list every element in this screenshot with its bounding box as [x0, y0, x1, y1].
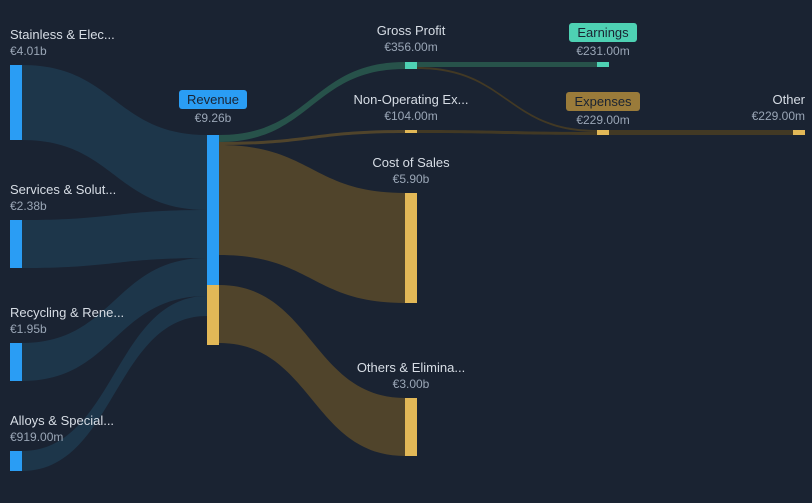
node-revenue[interactable] [207, 285, 219, 345]
label-stainless: Stainless & Elec... €4.01b [10, 27, 115, 58]
label-earnings-title: Earnings [569, 23, 636, 42]
flow-gross_profit-earnings [417, 62, 597, 67]
node-other[interactable] [793, 130, 805, 135]
label-nonop-title: Non-Operating Ex... [325, 92, 497, 107]
flow-revenue-nonop [219, 130, 405, 145]
label-alloys-value: €919.00m [10, 430, 114, 444]
label-nonop: Non-Operating Ex... €104.00m [325, 92, 497, 123]
flow-expenses-other [609, 130, 793, 135]
label-recycling-value: €1.95b [10, 322, 124, 336]
node-services[interactable] [10, 220, 22, 268]
label-revenue-title: Revenue [179, 90, 247, 109]
label-alloys-title: Alloys & Special... [10, 413, 114, 428]
label-expenses-title: Expenses [566, 92, 639, 111]
label-earnings: Earnings €231.00m [517, 23, 689, 58]
node-alloys[interactable] [10, 451, 22, 471]
label-stainless-value: €4.01b [10, 44, 115, 58]
node-others_elim[interactable] [405, 398, 417, 456]
label-nonop-value: €104.00m [325, 109, 497, 123]
label-revenue-value: €9.26b [127, 111, 299, 125]
label-cost_sales: Cost of Sales €5.90b [325, 155, 497, 186]
node-nonop[interactable] [405, 130, 417, 133]
label-alloys: Alloys & Special... €919.00m [10, 413, 114, 444]
node-expenses[interactable] [597, 130, 609, 135]
label-cost_sales-value: €5.90b [325, 172, 497, 186]
node-revenue[interactable] [207, 135, 219, 285]
label-services: Services & Solut... €2.38b [10, 182, 116, 213]
label-services-title: Services & Solut... [10, 182, 116, 197]
label-gross_profit-value: €356.00m [325, 40, 497, 54]
node-stainless[interactable] [10, 65, 22, 140]
label-others_elim: Others & Elimina... €3.00b [325, 360, 497, 391]
label-recycling-title: Recycling & Rene... [10, 305, 124, 320]
label-stainless-title: Stainless & Elec... [10, 27, 115, 42]
label-services-value: €2.38b [10, 199, 116, 213]
flow-nonop-expenses [417, 130, 597, 135]
label-other-value: €229.00m [752, 109, 805, 123]
label-earnings-value: €231.00m [517, 44, 689, 58]
label-others_elim-value: €3.00b [325, 377, 497, 391]
label-recycling: Recycling & Rene... €1.95b [10, 305, 124, 336]
label-revenue: Revenue €9.26b [127, 90, 299, 125]
label-expenses-value: €229.00m [517, 113, 689, 127]
label-other-title: Other [752, 92, 805, 107]
node-earnings[interactable] [597, 62, 609, 67]
label-expenses: Expenses €229.00m [517, 92, 689, 127]
flow-services-revenue [22, 210, 207, 268]
node-gross_profit[interactable] [405, 62, 417, 69]
label-others_elim-title: Others & Elimina... [325, 360, 497, 375]
label-cost_sales-title: Cost of Sales [325, 155, 497, 170]
node-recycling[interactable] [10, 343, 22, 381]
label-other: Other €229.00m [752, 92, 805, 123]
label-gross_profit: Gross Profit €356.00m [325, 23, 497, 54]
node-cost_sales[interactable] [405, 193, 417, 303]
label-gross_profit-title: Gross Profit [325, 23, 497, 38]
